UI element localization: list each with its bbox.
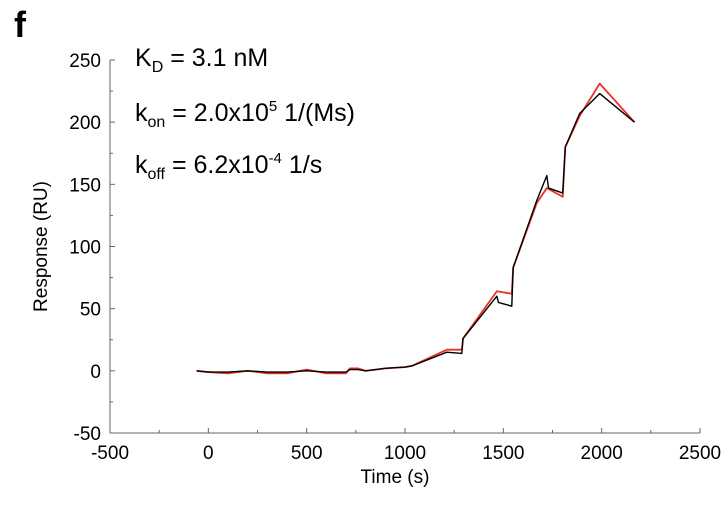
koff-unit: 1/s xyxy=(281,151,323,179)
kon-exp: 5 xyxy=(268,98,278,115)
kd-sub: D xyxy=(151,59,164,76)
y-tick-label: -50 xyxy=(74,424,101,445)
koff-exp: -4 xyxy=(268,150,282,167)
x-tick-label: 1000 xyxy=(384,443,426,464)
y-tick-label: 250 xyxy=(69,51,101,72)
y-tick-label: 100 xyxy=(69,238,101,259)
kd-symbol: K xyxy=(135,44,152,72)
kd-value: = 3.1 nM xyxy=(163,44,269,72)
x-tick-label: 0 xyxy=(203,443,214,464)
x-tick-label: 2000 xyxy=(581,443,623,464)
y-axis-label: Response (RU) xyxy=(31,181,52,312)
koff-symbol: k xyxy=(135,151,148,179)
y-tick-label: 200 xyxy=(69,113,101,134)
y-tick-label: 0 xyxy=(90,362,101,383)
kon-unit: 1/(Ms) xyxy=(277,99,355,127)
kon-value: = 2.0x10 xyxy=(165,99,269,127)
kon-sub: on xyxy=(147,114,166,131)
kon-symbol: k xyxy=(135,99,148,127)
koff-sub: off xyxy=(147,166,166,183)
x-axis-label: Time (s) xyxy=(361,467,430,488)
x-tick-label: -500 xyxy=(91,443,129,464)
x-tick-label: 2500 xyxy=(679,443,721,464)
koff-value: = 6.2x10 xyxy=(165,151,269,179)
kon-annotation: kon = 2.0x105 1/(Ms) xyxy=(135,98,355,132)
panel-label: f xyxy=(14,4,26,45)
x-tick-label: 1500 xyxy=(482,443,524,464)
y-tick-label: 150 xyxy=(69,175,101,196)
koff-annotation: koff = 6.2x10-4 1/s xyxy=(135,150,322,184)
x-tick-label: 500 xyxy=(291,443,323,464)
y-tick-label: 50 xyxy=(80,300,101,321)
kd-annotation: KD = 3.1 nM xyxy=(135,44,268,77)
fit-curve-red xyxy=(196,82,636,375)
data-curve-black xyxy=(196,92,635,373)
